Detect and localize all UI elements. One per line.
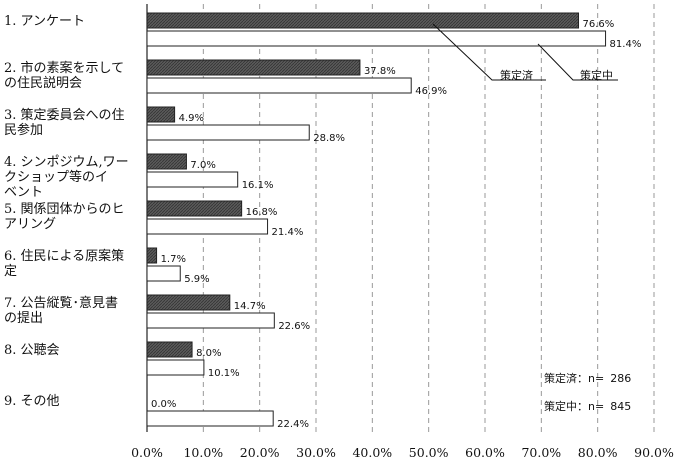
category-label-line: クショップ等のイ: [4, 169, 108, 185]
x-tick-label: 70.0%: [521, 445, 561, 460]
x-tick-label: 20.0%: [240, 445, 280, 460]
category-label: 7. 公告縦覧･意見書の提出: [4, 295, 118, 326]
category-label: 4. シンポジウム,ワークショップ等のイベント: [4, 155, 129, 200]
bar-sakutei-chu: [146, 410, 274, 427]
bar-sakutei-chu: [146, 171, 239, 188]
x-tick-label: 30.0%: [296, 445, 336, 460]
sample-size-note: 策定済：n= 286: [544, 371, 631, 385]
value-label-sakutei-chu: 22.6%: [278, 321, 310, 332]
value-label-sakutei-zumi: 1.7%: [161, 254, 186, 265]
category-label: 2. 市の素案を示しての住民説明会: [4, 60, 124, 91]
category-label-line: 定: [4, 264, 17, 279]
value-label-sakutei-chu: 46.9%: [415, 86, 447, 97]
value-label-sakutei-zumi: 16.8%: [246, 207, 278, 218]
category-label: 6. 住民による原案策定: [4, 248, 124, 279]
category-label-line: 1. アンケート: [4, 14, 85, 29]
category-label-line: 4. シンポジウム,ワー: [4, 155, 129, 170]
category-label-line: 3. 策定委員会への住: [4, 107, 125, 123]
bar-sakutei-chu: [146, 30, 607, 47]
value-label-sakutei-chu: 28.8%: [313, 133, 345, 144]
bar-sakutei-zumi: [146, 200, 243, 217]
x-tick-label: 90.0%: [634, 445, 674, 460]
bar-sakutei-zumi: [146, 106, 176, 123]
value-label-sakutei-zumi: 0.0%: [151, 399, 176, 410]
bar-sakutei-chu: [146, 124, 310, 141]
value-label-sakutei-zumi: 14.7%: [234, 301, 266, 312]
bar-sakutei-chu: [146, 77, 412, 94]
sample-size-note-label: 策定中：n=: [544, 399, 604, 413]
category-label-line: 民参加: [4, 122, 43, 138]
x-tick-label: 50.0%: [409, 445, 449, 460]
value-label-sakutei-chu: 81.4%: [610, 39, 642, 50]
category-label-line: 2. 市の素案を示して: [4, 60, 124, 76]
category-label: 3. 策定委員会への住民参加: [4, 107, 125, 138]
category-label-line: の提出: [4, 310, 43, 326]
bar-sakutei-chu: [146, 359, 205, 376]
value-label-sakutei-chu: 16.1%: [242, 180, 274, 191]
sample-size-note: 策定中：n= 845: [544, 399, 631, 413]
category-label: 8. 公聴会: [4, 343, 60, 358]
category-label: 1. アンケート: [4, 14, 85, 29]
sample-size-note-label: 策定済：n=: [544, 371, 604, 385]
x-tick-label: 10.0%: [183, 445, 223, 460]
bar-sakutei-chu: [146, 218, 269, 235]
value-label-sakutei-zumi: 4.9%: [179, 113, 204, 124]
category-label-line: 9. その他: [4, 394, 60, 409]
category-label-line: 7. 公告縦覧･意見書: [4, 295, 118, 311]
value-label-sakutei-zumi: 76.6%: [583, 19, 615, 30]
bar-sakutei-zumi: [146, 247, 158, 264]
category-label: 9. その他: [4, 394, 60, 409]
value-label-sakutei-zumi: 8.0%: [196, 348, 221, 359]
bar-sakutei-chu: [146, 265, 181, 282]
category-label-line: ベント: [4, 185, 43, 200]
bar-sakutei-zumi: [146, 12, 580, 29]
value-label-sakutei-zumi: 37.8%: [364, 66, 396, 77]
x-tick-label: 0.0%: [131, 445, 163, 460]
bar-sakutei-chu: [146, 312, 275, 329]
value-label-sakutei-chu: 5.9%: [184, 274, 209, 285]
legend-label-sakutei-chu: 策定中: [580, 68, 613, 82]
sample-size-note-value: 286: [610, 372, 631, 385]
value-label-sakutei-zumi: 7.0%: [190, 160, 215, 171]
value-label-sakutei-chu: 21.4%: [272, 227, 304, 238]
value-labels: 76.6% 81.4% 37.8% 46.9% 4.9% 28.8% 7.0% 16.1% 16…: [151, 19, 641, 430]
sample-size-note-value: 845: [610, 400, 631, 413]
x-tick-labels: 0.0% 10.0% 20.0% 30.0% 40.0% 50.0% 60.0% 70.0% 8…: [131, 445, 674, 460]
category-label-line: の住民説明会: [4, 75, 82, 91]
bar-sakutei-zumi: [146, 294, 231, 311]
legend: 策定済 策定中: [432, 23, 618, 82]
category-label-line: 5. 関係団体からのヒ: [4, 202, 125, 217]
bar-sakutei-zumi: [146, 153, 187, 170]
category-labels: 1. アンケート 2. 市の素案を示しての住民説明会 3. 策定委員会への住民参加 4…: [4, 14, 129, 409]
category-label-line: 6. 住民による原案策: [4, 248, 124, 264]
category-label: 5. 関係団体からのヒアリング: [4, 202, 125, 232]
legend-label-sakutei-zumi: 策定済: [500, 68, 533, 82]
legend-leader-sakutei-zumi: [432, 23, 546, 81]
x-tick-label: 40.0%: [352, 445, 392, 460]
category-label-line: 8. 公聴会: [4, 343, 60, 358]
bars: [146, 12, 607, 427]
bar-sakutei-zumi: [146, 341, 193, 358]
legend-leader-sakutei-chu: [537, 43, 618, 81]
x-tick-label: 60.0%: [465, 445, 505, 460]
x-tick-label: 80.0%: [578, 445, 618, 460]
sample-size-notes: 策定済：n= 286 策定中：n= 845: [544, 371, 631, 413]
category-label-line: アリング: [4, 217, 56, 232]
value-label-sakutei-chu: 22.4%: [277, 419, 309, 430]
value-label-sakutei-chu: 10.1%: [208, 368, 240, 379]
bar-sakutei-zumi: [146, 59, 361, 76]
